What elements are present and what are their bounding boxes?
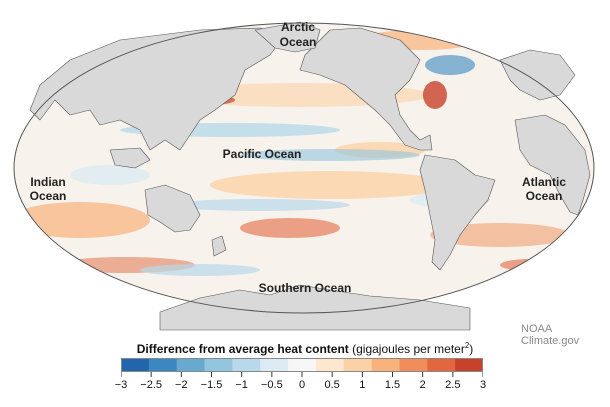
colorbar-tick-label: −0.5 xyxy=(260,379,283,391)
colorbar-tick-label: −2 xyxy=(175,379,188,391)
colorbar-swatch xyxy=(288,358,317,372)
colorbar-swatch xyxy=(204,358,233,372)
colorbar-tick-label: 1.5 xyxy=(384,379,401,391)
label-atlantic-line2: Ocean xyxy=(526,189,563,203)
land-indonesia xyxy=(109,147,151,169)
credit-text: NOAA Climate.gov xyxy=(521,323,580,347)
colorbar-tick-label: 2.5 xyxy=(445,379,461,391)
colorbar-tick-label: −1.5 xyxy=(200,379,223,391)
colorbar-title-main: Difference from average heat content xyxy=(136,342,349,356)
colorbar-tick-label: −3 xyxy=(114,379,128,391)
land-australia xyxy=(144,184,201,233)
label-pacific: Pacific Ocean xyxy=(223,147,302,161)
colorbar-swatch xyxy=(427,358,456,372)
colorbar-swatch xyxy=(343,358,373,372)
colorbar-border xyxy=(121,358,483,372)
land-north-america xyxy=(299,27,433,151)
colorbar-tick-label: 3 xyxy=(479,379,487,391)
label-atlantic-line1: Atlantic xyxy=(522,175,566,189)
colorbar-tick-label: 1 xyxy=(359,379,366,391)
colorbar-tick-label: −1 xyxy=(235,379,248,391)
colorbar-tick-label: 0 xyxy=(298,379,306,391)
land-south-america xyxy=(419,154,496,271)
colorbar-swatch xyxy=(455,358,483,372)
colorbar-swatch xyxy=(315,358,345,372)
colorbar-swatch xyxy=(176,358,206,372)
land-greenland xyxy=(254,21,321,53)
land-europe xyxy=(499,49,576,101)
label-indian-line1: Indian xyxy=(30,175,65,189)
colorbar-swatch xyxy=(148,358,178,372)
colorbar-swatch xyxy=(260,358,289,372)
colorbar-title: Difference from average heat content (gi… xyxy=(0,341,610,356)
land-new-zealand xyxy=(211,235,227,257)
colorbar-tick-label: 0.5 xyxy=(324,379,340,391)
colorbar-unit-sup: 2 xyxy=(464,341,470,350)
label-indian-line2: Ocean xyxy=(30,189,67,203)
colorbar-swatch xyxy=(399,358,428,372)
colorbar-tick-label: 2 xyxy=(419,379,426,391)
land-antarctica xyxy=(159,284,471,331)
colorbar-swatch xyxy=(371,358,400,372)
label-southern: Southern Ocean xyxy=(259,281,352,295)
colorbar-unit-close: ) xyxy=(469,342,474,356)
ocean-heat-map: Arctic Ocean Pacific Ocean Indian Ocean … xyxy=(13,20,595,331)
colorbar-tick-label: −2.5 xyxy=(140,379,163,391)
colorbar-unit: (gigajoules per meter xyxy=(352,342,465,356)
colorbar-swatch xyxy=(232,358,261,372)
colorbar-swatch xyxy=(121,358,150,372)
colorbar xyxy=(121,358,483,377)
label-arctic-line2: Ocean xyxy=(280,35,317,49)
label-arctic-line1: Arctic xyxy=(281,20,315,34)
